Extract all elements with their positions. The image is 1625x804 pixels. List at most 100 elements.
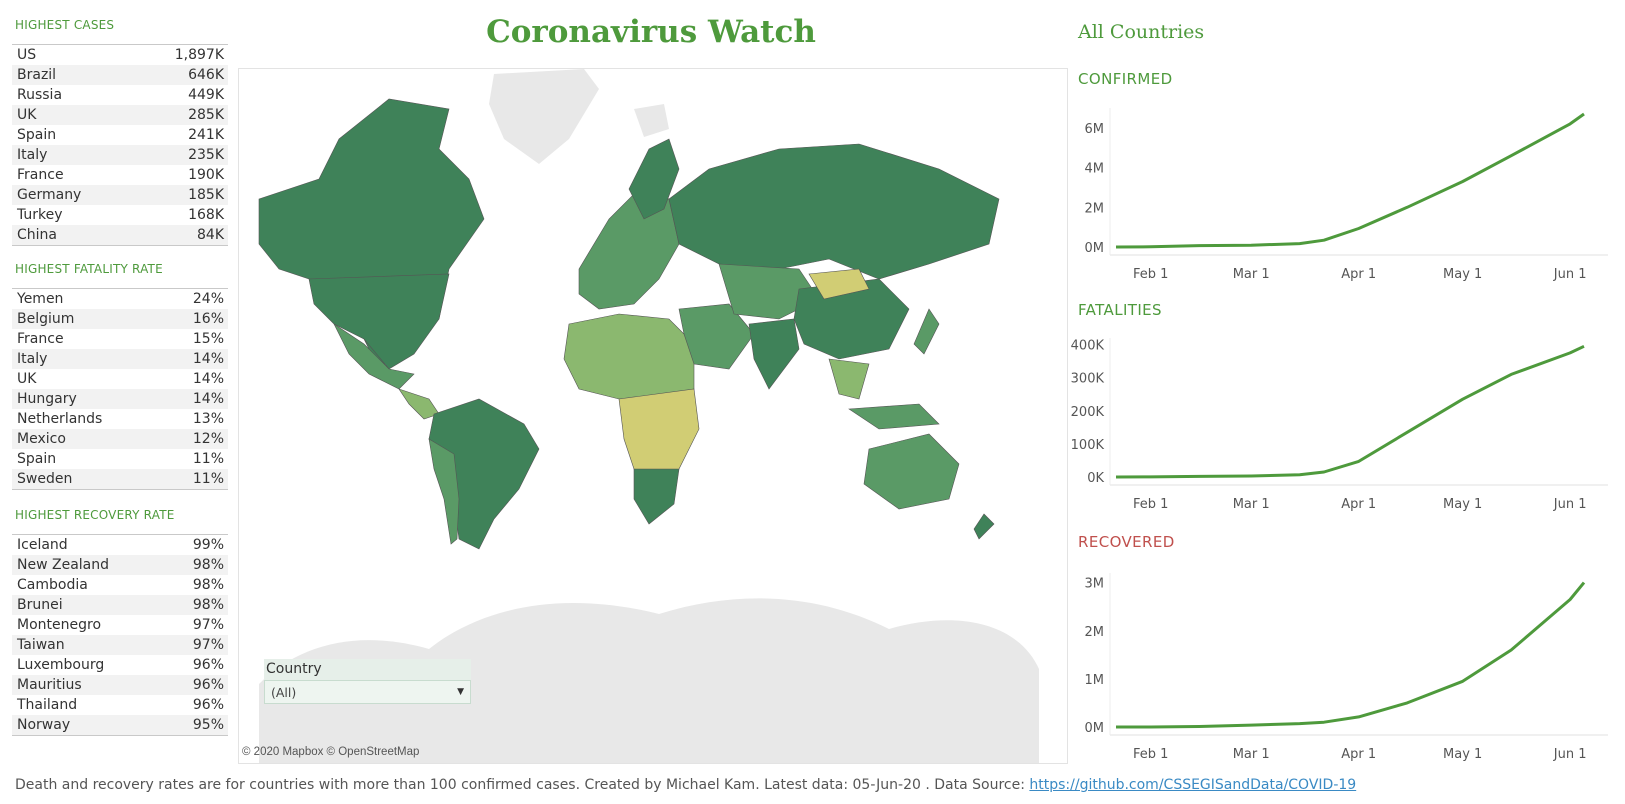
country-select-value: (All): [271, 684, 297, 700]
antarctica-shape: [259, 598, 1039, 763]
country-name: Hungary: [17, 391, 77, 407]
mexico-shape: [333, 323, 415, 390]
y-tick-label: 0M: [1085, 241, 1105, 256]
southeast-asia-shape: [828, 358, 870, 400]
footer: Death and recovery rates are for countri…: [15, 777, 1356, 793]
country-name: Iceland: [17, 537, 68, 553]
country-value: 98%: [192, 597, 224, 613]
country-value: 12%: [192, 431, 224, 447]
country-value: 449K: [188, 87, 224, 103]
table-row: UK 14%: [12, 369, 228, 389]
table-row: Italy 235K: [12, 145, 228, 165]
country-value: 96%: [192, 677, 224, 693]
table-row: Netherlands 13%: [12, 409, 228, 429]
country-value: 96%: [192, 697, 224, 713]
y-tick-label: 0K: [1087, 471, 1104, 486]
table-row: Iceland 99%: [12, 535, 228, 555]
page-title: Coronavirus Watch: [486, 14, 816, 50]
table-row: Germany 185K: [12, 185, 228, 205]
x-tick-label: Mar 1: [1233, 497, 1270, 512]
table-row: Taiwan 97%: [12, 635, 228, 655]
table-row: Sweden 11%: [12, 469, 228, 489]
usa-shape: [308, 273, 450, 370]
country-value: 15%: [192, 331, 224, 347]
chevron-down-icon[interactable]: ▼: [457, 687, 464, 697]
china-shape: [793, 278, 910, 360]
country-filter-label: Country: [264, 659, 471, 680]
country-value: 14%: [192, 391, 224, 407]
x-tick-label: Mar 1: [1233, 747, 1270, 762]
table-row: New Zealand 98%: [12, 555, 228, 575]
africa-central-shape: [618, 388, 700, 480]
table-row: France 190K: [12, 165, 228, 185]
table-row: Turkey 168K: [12, 205, 228, 225]
table-row: Mauritius 96%: [12, 675, 228, 695]
country-name: Yemen: [17, 291, 64, 307]
country-select[interactable]: (All) ▼: [264, 680, 471, 704]
country-value: 13%: [192, 411, 224, 427]
country-name: Italy: [17, 147, 48, 163]
japan-shape: [913, 308, 940, 355]
country-name: US: [17, 47, 37, 63]
series-line: [1116, 581, 1586, 729]
confirmed-title: CONFIRMED: [1078, 70, 1173, 88]
y-tick-label: 300K: [1071, 372, 1105, 387]
country-value: 14%: [192, 351, 224, 367]
country-name: Sweden: [17, 471, 73, 487]
world-map[interactable]: [238, 68, 1068, 764]
data-source-link[interactable]: https://github.com/CSSEGISandData/COVID-…: [1029, 777, 1357, 793]
table-row: UK 285K: [12, 105, 228, 125]
fatalities-chart: 0K 100K 200K 300K 400K Feb 1 Mar 1 Apr 1 May 1 Ju…: [1071, 338, 1608, 512]
y-tick-label: 400K: [1071, 339, 1105, 354]
table-row: Hungary 14%: [12, 389, 228, 409]
table-row: Italy 14%: [12, 349, 228, 369]
table-row: Spain 11%: [12, 449, 228, 469]
table-row: Norway 95%: [12, 715, 228, 735]
x-tick-label: Mar 1: [1233, 267, 1270, 282]
country-name: Cambodia: [17, 577, 88, 593]
series-line: [1115, 344, 1585, 479]
country-name: Mauritius: [17, 677, 82, 693]
table-row: Spain 241K: [12, 125, 228, 145]
country-value: 646K: [188, 67, 224, 83]
country-name: UK: [17, 371, 37, 387]
country-value: 98%: [192, 577, 224, 593]
country-value: 98%: [192, 557, 224, 573]
y-tick-label: 100K: [1071, 438, 1105, 453]
africa-north-shape: [563, 313, 695, 400]
x-tick-label: Jun 1: [1553, 497, 1587, 512]
country-name: Montenegro: [17, 617, 102, 633]
country-name: Belgium: [17, 311, 75, 327]
x-tick-label: Apr 1: [1341, 497, 1376, 512]
country-value: 97%: [192, 617, 224, 633]
table-row: Yemen 24%: [12, 289, 228, 309]
country-value: 16%: [192, 311, 224, 327]
x-tick-label: Jun 1: [1553, 267, 1587, 282]
table-row: Luxembourg 96%: [12, 655, 228, 675]
recovered-title: RECOVERED: [1078, 533, 1175, 551]
country-value: 185K: [188, 187, 224, 203]
india-shape: [748, 318, 800, 390]
x-tick-label: Apr 1: [1341, 747, 1376, 762]
x-tick-label: Jun 1: [1553, 747, 1587, 762]
central-america-shape: [398, 388, 440, 420]
y-tick-label: 2M: [1085, 625, 1105, 640]
country-name: UK: [17, 107, 37, 123]
indonesia-shape: [848, 403, 940, 430]
map-canvas: [258, 69, 1039, 763]
australia-shape: [863, 433, 960, 510]
greenland-shape: [489, 69, 599, 164]
table-row: Belgium 16%: [12, 309, 228, 329]
x-tick-label: Apr 1: [1341, 267, 1376, 282]
country-value: 24%: [192, 291, 224, 307]
country-name: Russia: [17, 87, 63, 103]
series-line: [1115, 112, 1585, 249]
y-tick-label: 4M: [1085, 162, 1105, 177]
confirmed-chart: 0M 2M 4M 6M Feb 1 Mar 1 Apr 1 May 1 Jun 1: [1085, 108, 1608, 282]
country-value: 235K: [188, 147, 224, 163]
country-value: 11%: [192, 471, 224, 487]
recovered-chart: 0M 1M 2M 3M Feb 1 Mar 1 Apr 1 May 1 Jun 1: [1085, 573, 1608, 762]
europe-shape: [578, 188, 680, 310]
x-tick-label: Feb 1: [1133, 267, 1168, 282]
table-row: China 84K: [12, 225, 228, 245]
